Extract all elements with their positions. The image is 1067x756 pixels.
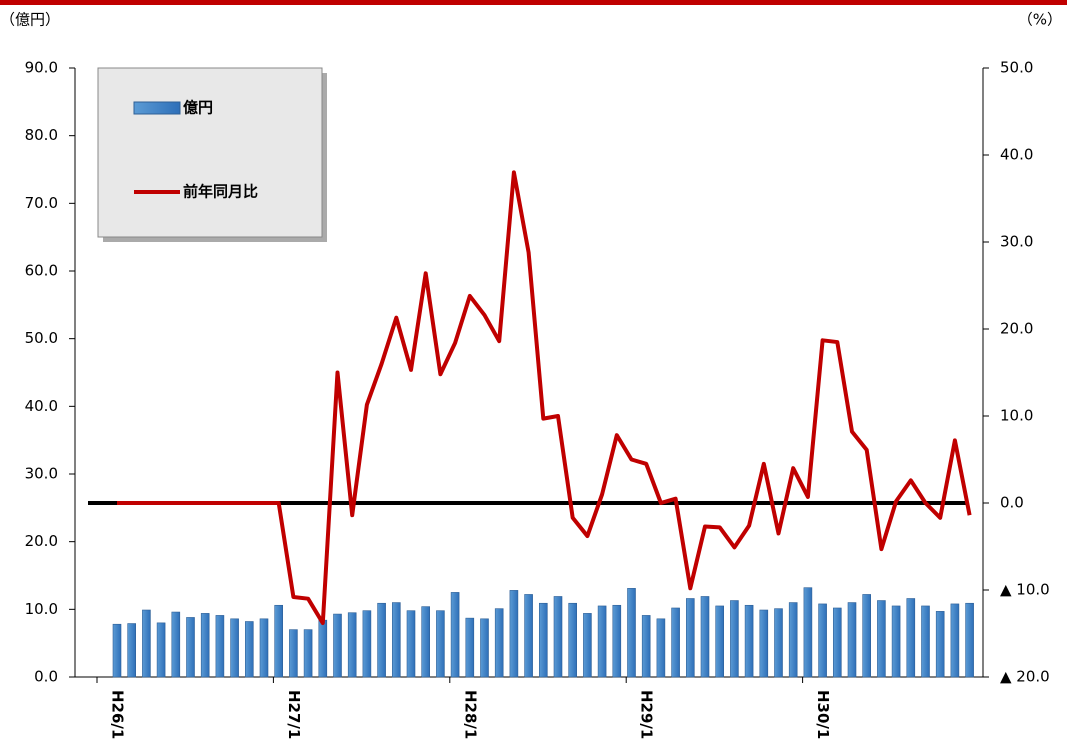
bar (391, 602, 401, 678)
bar (921, 605, 930, 678)
y-tick-label: 40.0 (25, 397, 58, 415)
bar (671, 607, 680, 678)
y2-tick-label: ▲ 20.0 (1000, 668, 1050, 686)
line (117, 170, 972, 626)
bar (935, 611, 945, 678)
bar (480, 618, 489, 678)
bar (230, 618, 239, 678)
x-tick-label: H28/1 (461, 690, 479, 739)
y-tick-label: 50.0 (25, 329, 58, 347)
bar (774, 608, 783, 678)
legend-box (97, 67, 323, 238)
bar (832, 607, 842, 678)
y2-tick-label: ▲ 10.0 (1000, 581, 1050, 599)
bar (303, 629, 313, 678)
bar (553, 596, 563, 678)
x-tick-label: H30/1 (814, 690, 832, 739)
bar (656, 618, 666, 678)
bar (700, 596, 710, 678)
bar (112, 623, 122, 678)
bar (421, 606, 431, 678)
bar (862, 594, 872, 678)
x-tick-label: H29/1 (638, 690, 656, 739)
bar (347, 612, 357, 678)
bar (406, 610, 416, 678)
bar (818, 603, 827, 678)
bar (436, 610, 445, 678)
legend-swatch (133, 101, 181, 115)
y2-tick-label: 0.0 (1000, 494, 1024, 512)
bar (759, 609, 769, 678)
y-tick-label: 90.0 (25, 59, 58, 77)
bar (171, 611, 181, 678)
bar (568, 602, 578, 678)
bar (965, 602, 974, 678)
y-tick-label: 10.0 (25, 600, 58, 618)
y2-tick-label: 30.0 (1000, 233, 1033, 251)
bar (186, 617, 195, 678)
y-tick-label: 80.0 (25, 126, 58, 144)
top-border (0, 0, 1067, 5)
y2-tick-label: 10.0 (1000, 407, 1033, 425)
bar (200, 613, 210, 678)
bar (465, 617, 475, 678)
bar (450, 592, 460, 678)
y-axis-unit: （億円） (0, 11, 60, 29)
y2-axis-unit: （%） (1018, 11, 1062, 29)
bar (906, 598, 916, 678)
bar (318, 619, 328, 678)
bar (509, 590, 519, 678)
bar (524, 594, 533, 678)
bar (891, 605, 901, 678)
bar (494, 608, 504, 678)
x-tick-label: H26/1 (109, 690, 127, 739)
y-tick-label: 0.0 (34, 668, 58, 686)
bar (274, 604, 284, 678)
bar (847, 602, 857, 678)
y2-tick-label: 40.0 (1000, 146, 1033, 164)
bar (730, 600, 739, 678)
bar (685, 598, 695, 678)
bar (538, 602, 548, 678)
bar (333, 613, 342, 678)
bar (597, 605, 607, 678)
legend-label: 億円 (183, 99, 213, 117)
y-tick-label: 60.0 (25, 262, 58, 280)
bar (641, 615, 651, 678)
bar (127, 623, 136, 678)
y2-tick-label: 20.0 (1000, 320, 1033, 338)
bar (156, 622, 166, 678)
bar (627, 588, 636, 678)
bar (377, 602, 386, 678)
y-tick-label: 70.0 (25, 194, 58, 212)
bar (142, 609, 151, 678)
bar (744, 604, 754, 678)
bar (950, 603, 960, 678)
bar (259, 618, 269, 678)
bar (245, 621, 254, 678)
bar (215, 615, 225, 678)
bar (715, 605, 725, 678)
bar (803, 587, 813, 678)
y2-tick-label: 50.0 (1000, 59, 1033, 77)
bar (583, 613, 592, 678)
y-tick-label: 30.0 (25, 465, 58, 483)
bar (788, 602, 798, 678)
bar (289, 629, 298, 678)
bar (362, 610, 372, 678)
legend-label: 前年同月比 (183, 183, 258, 201)
bar (877, 600, 886, 678)
y-tick-label: 20.0 (25, 532, 58, 550)
bar (612, 604, 622, 678)
x-tick-label: H27/1 (285, 690, 303, 739)
